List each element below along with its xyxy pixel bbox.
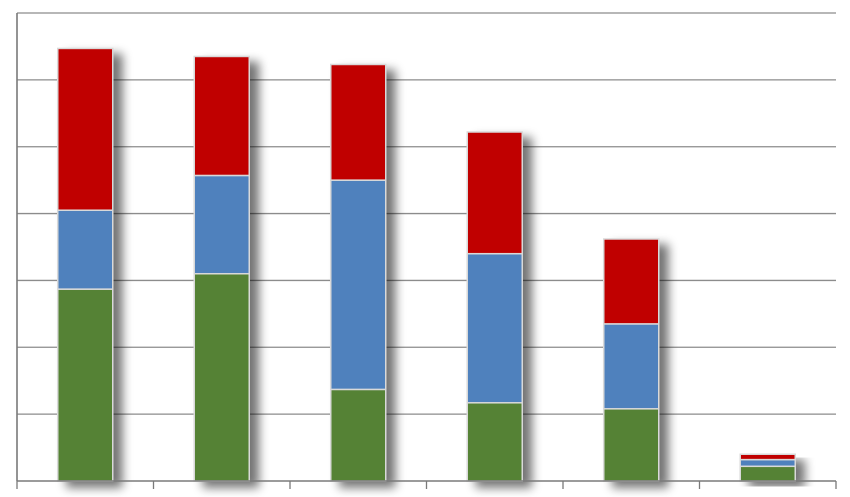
bar-segment-1-series-1 — [57, 288, 114, 482]
bar-segment-3-series-2 — [330, 179, 387, 391]
bar-segment-4-series-3 — [466, 131, 523, 255]
bar-stack-3 — [330, 63, 387, 482]
bar-stack-5 — [603, 238, 660, 482]
axes — [16, 13, 837, 489]
bar-segment-2-series-1 — [193, 272, 250, 482]
bar-segment-3-series-1 — [330, 388, 387, 482]
bar-stack-6 — [739, 453, 796, 482]
gridlines — [17, 12, 836, 415]
bars — [57, 47, 796, 482]
bar-segment-1-series-3 — [57, 47, 114, 211]
bar-segment-2-series-2 — [193, 174, 250, 275]
bar-segment-6-series-3 — [739, 453, 796, 461]
bar-segment-4-series-1 — [466, 402, 523, 482]
bar-segment-4-series-2 — [466, 252, 523, 404]
bar-segment-5-series-3 — [603, 238, 660, 325]
bar-segment-5-series-2 — [603, 323, 660, 410]
bar-stack-2 — [193, 55, 250, 482]
bar-segment-6-series-1 — [739, 465, 796, 482]
bar-stack-4 — [466, 131, 523, 482]
bar-stack-1 — [57, 47, 114, 482]
bar-segment-2-series-3 — [193, 55, 250, 177]
bar-segment-1-series-2 — [57, 209, 114, 290]
bar-segment-3-series-3 — [330, 63, 387, 181]
bar-segment-5-series-1 — [603, 408, 660, 482]
bar-segment-6-series-2 — [739, 458, 796, 468]
